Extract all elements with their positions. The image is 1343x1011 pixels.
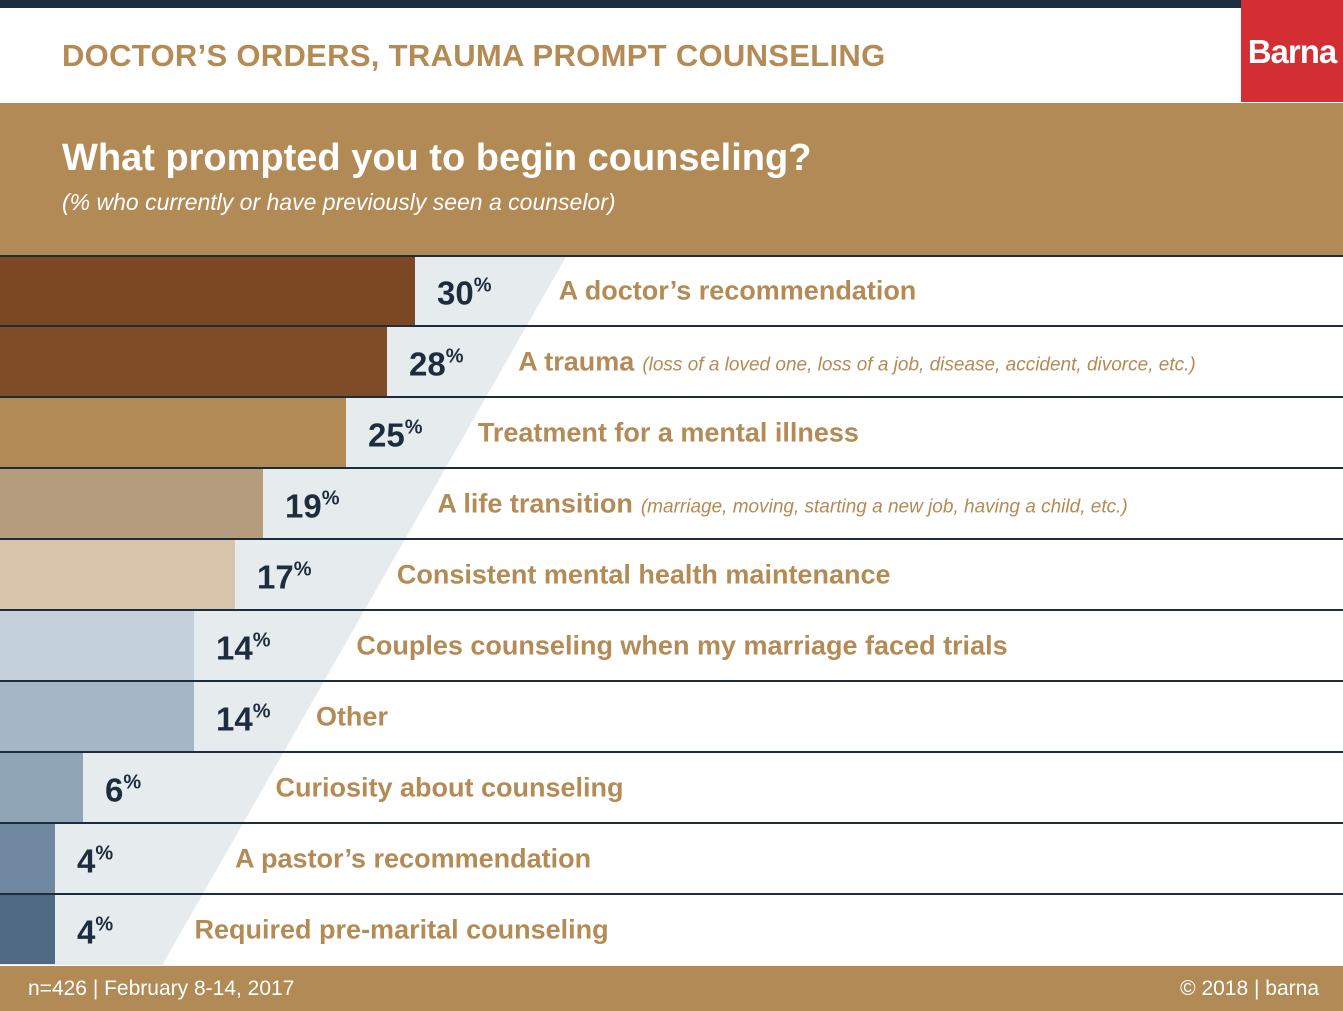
bar-1 — [0, 327, 387, 396]
sample-info: n=426 | February 8-14, 2017 — [28, 977, 295, 1000]
category-label-0: A doctor’s recommendation — [559, 276, 917, 306]
category-label-3: A life transition (marriage, moving, star… — [437, 489, 1127, 519]
page-title: DOCTOR’S ORDERS, TRAUMA PROMPT COUNSELIN… — [62, 38, 886, 73]
bar-6 — [0, 682, 194, 751]
bar-8 — [0, 824, 55, 893]
question-subtitle: (% who currently or have previously seen… — [62, 189, 616, 215]
bar-9 — [0, 895, 55, 964]
category-label-2: Treatment for a mental illness — [478, 418, 859, 448]
value-label-4: 17% — [257, 559, 312, 596]
copyright: © 2018 | barna — [1180, 977, 1319, 1000]
bar-5 — [0, 611, 194, 680]
value-label-1: 28% — [409, 346, 464, 383]
value-label-0: 30% — [437, 275, 492, 312]
top-accent-bar — [0, 0, 1343, 8]
bar-3 — [0, 469, 263, 538]
bar-0 — [0, 256, 415, 325]
barna-logo: Barna — [1241, 0, 1343, 102]
value-label-9: 4% — [77, 914, 113, 951]
value-label-3: 19% — [285, 488, 340, 525]
category-label-1: A trauma (loss of a loved one, loss of a … — [518, 347, 1195, 377]
question-band: What prompted you to begin counseling? (… — [0, 103, 1343, 255]
value-label-2: 25% — [368, 417, 423, 454]
value-label-8: 4% — [77, 843, 113, 880]
value-label-5: 14% — [216, 630, 271, 667]
category-label-6: Other — [316, 702, 389, 732]
bar-chart: 30% A doctor’s recommendation 28% A trauma(… — [0, 255, 1343, 965]
category-label-4: Consistent mental health maintenance — [397, 560, 891, 590]
category-label-7: Curiosity about counseling — [275, 773, 623, 803]
question-title: What prompted you to begin counseling? — [62, 137, 812, 179]
footer: n=426 | February 8-14, 2017 © 2018 | bar… — [0, 966, 1343, 1011]
value-label-6: 14% — [216, 701, 271, 738]
bar-7 — [0, 753, 83, 822]
header: DOCTOR’S ORDERS, TRAUMA PROMPT COUNSELIN… — [0, 8, 1343, 103]
bar-4 — [0, 540, 235, 609]
category-label-8: A pastor’s recommendation — [235, 844, 591, 874]
bar-2 — [0, 398, 346, 467]
value-label-7: 6% — [105, 772, 141, 809]
category-label-5: Couples counseling when my marriage face… — [356, 631, 1007, 661]
logo-text: Barna — [1247, 33, 1338, 70]
category-label-9: Required pre-marital counseling — [195, 915, 609, 945]
